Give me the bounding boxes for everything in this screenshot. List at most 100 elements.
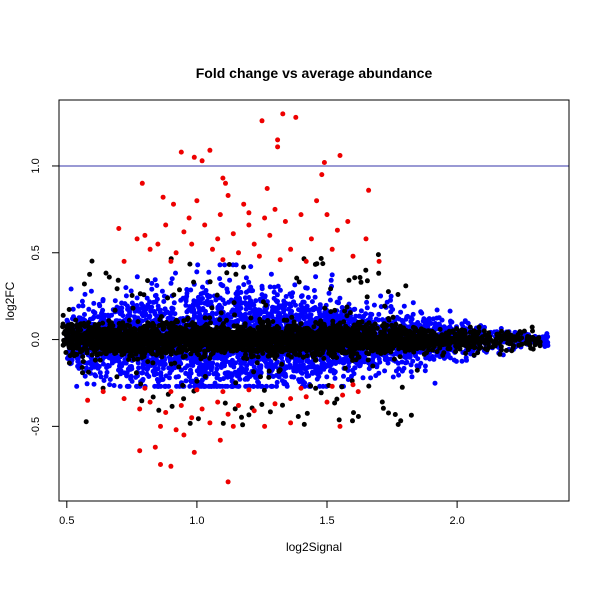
blue-point — [356, 361, 361, 367]
blue-point — [339, 305, 345, 310]
blue-point — [337, 359, 343, 365]
blue-point — [291, 368, 297, 374]
blue-point — [358, 308, 364, 314]
blue-point — [152, 293, 158, 299]
blue-point — [298, 377, 304, 383]
blue-point — [231, 364, 237, 370]
blue-point — [168, 280, 174, 286]
blue-point — [148, 308, 154, 314]
blue-point — [318, 305, 324, 311]
blue-point — [385, 356, 391, 362]
blue-point — [313, 366, 318, 372]
blue-point — [423, 318, 429, 324]
blue-point — [378, 293, 384, 299]
blue-point — [459, 358, 465, 364]
blue-point — [259, 286, 265, 292]
blue-point — [117, 383, 123, 389]
blue-point — [298, 294, 304, 299]
blue-point — [140, 364, 146, 370]
blue-point — [224, 371, 230, 377]
blue-point — [149, 304, 155, 310]
blue-point — [324, 374, 330, 380]
blue-point — [128, 288, 134, 294]
blue-point — [93, 373, 99, 379]
blue-point — [90, 309, 96, 315]
blue-point — [184, 293, 190, 299]
blue-point — [301, 305, 307, 311]
blue-point — [82, 312, 87, 317]
blue-point — [118, 368, 124, 374]
blue-point — [217, 276, 223, 282]
blue-point — [233, 296, 239, 302]
blue-point — [352, 306, 358, 312]
blue-point — [195, 262, 201, 268]
blue-point — [222, 262, 228, 268]
blue-point — [144, 367, 150, 373]
blue-point — [376, 311, 382, 317]
blue-point — [122, 301, 128, 307]
blue-point — [246, 279, 252, 285]
blue-point — [100, 297, 106, 302]
blue-point — [112, 298, 118, 304]
blue-point — [124, 373, 130, 379]
blue-point — [203, 288, 209, 293]
blue-point — [236, 370, 242, 376]
blue-point — [134, 274, 140, 280]
blue-point — [147, 299, 153, 305]
blue-point — [101, 361, 106, 367]
blue-point — [215, 355, 221, 361]
blue-point — [368, 311, 373, 317]
blue-point — [271, 284, 277, 290]
blue-point — [293, 358, 299, 364]
blue-point — [418, 309, 424, 315]
blue-point — [225, 312, 231, 318]
blue-point — [248, 264, 254, 270]
blue-point — [243, 275, 249, 281]
blue-point — [228, 383, 234, 389]
blue-point — [107, 382, 113, 388]
blue-point — [382, 368, 388, 374]
blue-point — [197, 318, 203, 324]
blue-point — [422, 363, 428, 369]
blue-point — [187, 383, 193, 389]
blue-point — [237, 311, 243, 317]
blue-point — [388, 304, 394, 309]
blue-point — [194, 269, 200, 275]
blue-point — [237, 376, 243, 382]
blue-point — [281, 307, 287, 313]
blue-point — [401, 354, 407, 360]
blue-point — [296, 307, 301, 313]
blue-point — [136, 365, 142, 371]
blue-point — [230, 372, 235, 378]
blue-point — [279, 378, 285, 384]
blue-point — [319, 364, 325, 370]
blue-point — [237, 298, 243, 304]
blue-point — [414, 363, 420, 369]
blue-point — [325, 318, 331, 324]
blue-point — [287, 310, 293, 316]
blue-point — [243, 289, 249, 295]
blue-point — [255, 383, 261, 389]
blue-point — [140, 313, 146, 319]
blue-point — [259, 292, 265, 298]
blue-point — [327, 297, 333, 303]
blue-point — [395, 360, 401, 366]
blue-point — [273, 298, 279, 304]
blue-point — [235, 289, 240, 295]
blue-point — [242, 368, 248, 374]
blue-point — [239, 316, 244, 322]
blue-point — [396, 372, 402, 378]
black-point — [476, 324, 482, 330]
blue-point — [337, 295, 343, 301]
blue-point — [279, 355, 285, 361]
blue-point — [158, 372, 164, 378]
blue-point — [284, 381, 290, 387]
blue-point — [183, 370, 189, 376]
blue-point — [211, 383, 217, 389]
blue-point — [98, 374, 104, 380]
blue-point — [88, 365, 94, 371]
blue-point — [214, 362, 220, 368]
blue-point — [283, 365, 289, 371]
blue-point — [235, 354, 241, 360]
blue-point — [218, 363, 224, 369]
